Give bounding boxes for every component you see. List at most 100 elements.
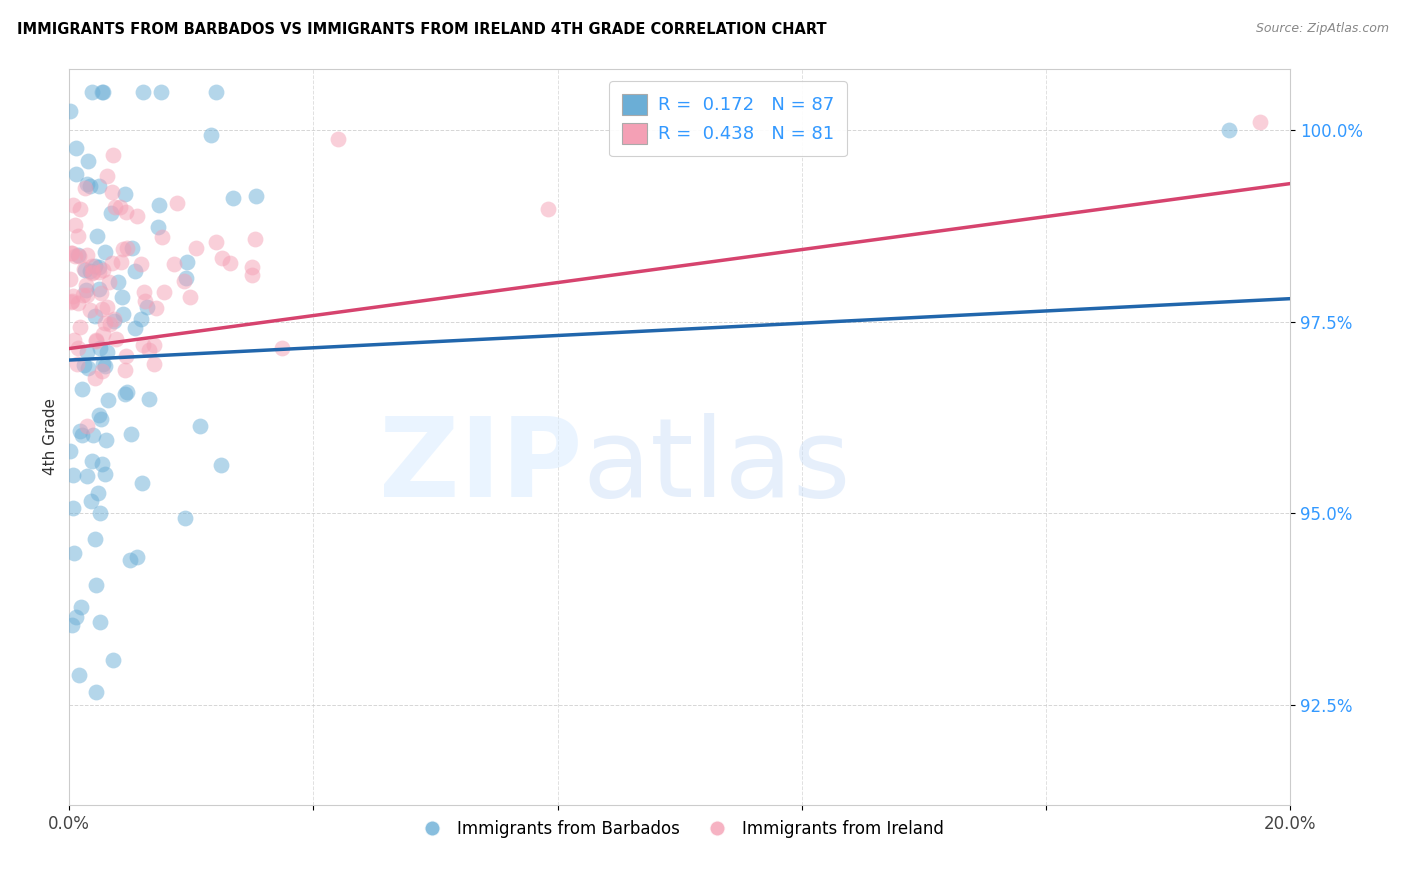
Point <box>114 387 136 401</box>
Point <box>138 392 160 406</box>
Point <box>87 265 110 279</box>
Point <box>101 185 124 199</box>
Point <box>114 363 136 377</box>
Point <box>101 256 124 270</box>
Point <box>77 153 100 168</box>
Point <box>72 288 94 302</box>
Point <box>125 209 148 223</box>
Point <box>110 254 132 268</box>
Point <box>69 202 91 217</box>
Point <box>94 467 117 481</box>
Point <box>91 357 114 371</box>
Point <box>103 147 125 161</box>
Point <box>66 341 89 355</box>
Point <box>76 345 98 359</box>
Point <box>129 257 152 271</box>
Legend: Immigrants from Barbados, Immigrants from Ireland: Immigrants from Barbados, Immigrants fro… <box>409 814 950 845</box>
Point <box>121 241 143 255</box>
Point <box>67 248 90 262</box>
Point <box>59 443 82 458</box>
Point <box>132 85 155 99</box>
Point <box>60 294 83 309</box>
Point <box>76 177 98 191</box>
Point <box>118 553 141 567</box>
Point <box>537 202 560 217</box>
Point <box>98 318 121 332</box>
Point <box>82 265 104 279</box>
Point <box>103 311 125 326</box>
Point <box>84 577 107 591</box>
Point <box>104 200 127 214</box>
Point <box>67 249 90 263</box>
Point <box>98 275 121 289</box>
Point <box>176 255 198 269</box>
Point <box>89 615 111 629</box>
Point <box>80 453 103 467</box>
Point <box>87 260 110 275</box>
Point <box>60 246 83 260</box>
Point <box>97 392 120 407</box>
Point <box>204 85 226 99</box>
Point <box>84 532 107 546</box>
Point <box>70 599 93 614</box>
Point <box>69 320 91 334</box>
Point <box>73 261 96 276</box>
Point <box>79 179 101 194</box>
Point <box>150 230 173 244</box>
Point <box>80 85 103 99</box>
Point <box>76 248 98 262</box>
Point <box>112 242 135 256</box>
Point <box>62 501 84 516</box>
Point <box>76 468 98 483</box>
Point <box>114 349 136 363</box>
Point <box>270 341 292 355</box>
Text: ZIP: ZIP <box>378 413 582 520</box>
Point <box>243 231 266 245</box>
Text: Source: ZipAtlas.com: Source: ZipAtlas.com <box>1256 22 1389 36</box>
Point <box>84 260 107 274</box>
Point <box>142 337 165 351</box>
Point <box>166 196 188 211</box>
Point <box>94 359 117 373</box>
Point <box>63 218 86 232</box>
Point <box>245 189 267 203</box>
Point <box>96 301 118 315</box>
Point <box>84 334 107 348</box>
Point <box>84 309 107 323</box>
Point <box>76 360 98 375</box>
Point <box>60 618 83 632</box>
Point <box>136 300 159 314</box>
Point <box>65 140 87 154</box>
Point <box>89 506 111 520</box>
Point <box>91 262 114 277</box>
Point <box>66 357 89 371</box>
Point <box>222 191 245 205</box>
Point <box>124 320 146 334</box>
Point <box>62 333 84 347</box>
Text: atlas: atlas <box>582 413 851 520</box>
Point <box>218 255 240 269</box>
Point <box>94 317 117 331</box>
Point <box>69 424 91 438</box>
Point <box>132 285 155 299</box>
Point <box>91 363 114 377</box>
Point <box>211 251 233 265</box>
Point <box>186 241 208 255</box>
Point <box>76 288 98 302</box>
Point <box>87 282 110 296</box>
Point <box>1249 115 1271 129</box>
Point <box>75 181 97 195</box>
Point <box>96 344 118 359</box>
Point <box>86 684 108 698</box>
Point <box>79 302 101 317</box>
Point <box>108 200 131 214</box>
Point <box>107 275 129 289</box>
Point <box>84 334 107 348</box>
Point <box>132 338 155 352</box>
Point <box>60 246 83 260</box>
Point <box>89 408 111 422</box>
Point <box>146 219 169 234</box>
Point <box>145 301 167 315</box>
Point <box>84 371 107 385</box>
Point <box>79 264 101 278</box>
